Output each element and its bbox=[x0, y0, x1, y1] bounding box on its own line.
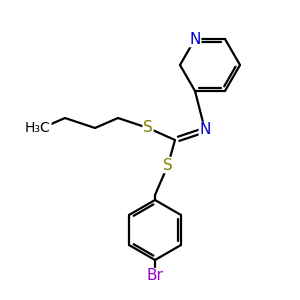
Text: N: N bbox=[189, 32, 201, 46]
Text: S: S bbox=[163, 158, 173, 172]
Text: Br: Br bbox=[147, 268, 164, 284]
Text: S: S bbox=[143, 121, 153, 136]
Text: N: N bbox=[199, 122, 211, 137]
Text: H₃C: H₃C bbox=[25, 121, 51, 135]
